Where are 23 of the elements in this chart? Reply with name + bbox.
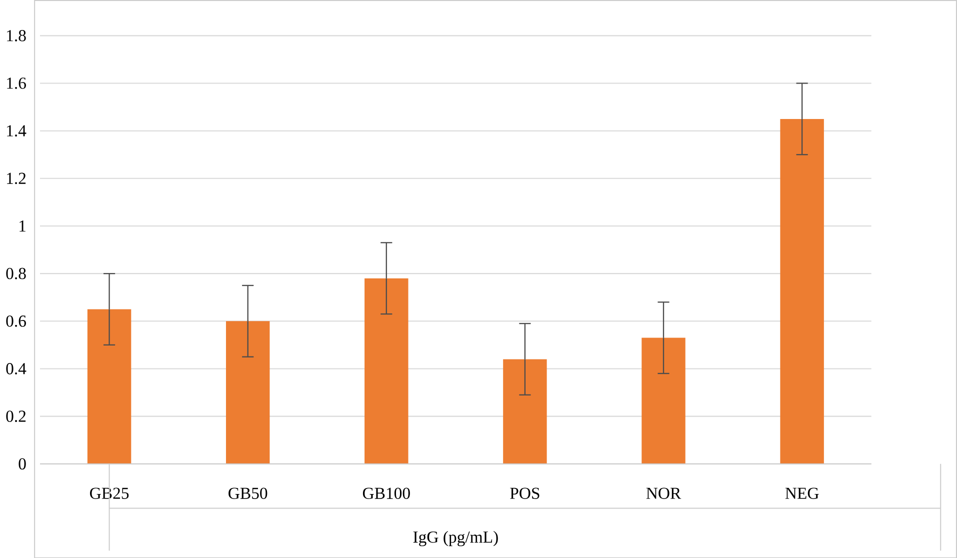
x-axis-title: IgG (pg/mL) bbox=[413, 530, 498, 546]
bar bbox=[87, 309, 132, 464]
y-tick-label: 1.8 bbox=[7, 30, 26, 42]
y-tick-label: 1 bbox=[20, 220, 26, 232]
y-tick-label: 0 bbox=[18, 458, 26, 470]
bar bbox=[226, 320, 270, 464]
bar bbox=[780, 118, 824, 464]
bar bbox=[503, 359, 547, 464]
y-tick-label: 0.6 bbox=[6, 315, 26, 327]
y-tick-label: 1.4 bbox=[7, 125, 26, 136]
x-tick-label: NEG bbox=[785, 488, 819, 499]
x-tick-label: GB100 bbox=[362, 488, 410, 499]
y-tick-label: 0.4 bbox=[6, 362, 26, 374]
y-tick-label: 0.2 bbox=[6, 410, 26, 422]
bar bbox=[642, 338, 686, 464]
bar bbox=[364, 278, 408, 464]
x-tick-label: GB50 bbox=[228, 488, 268, 499]
y-tick-label: 0.8 bbox=[6, 268, 26, 280]
y-tick-label: 1.2 bbox=[7, 172, 26, 184]
x-tick-label: GB25 bbox=[90, 488, 129, 499]
x-tick-label: NOR bbox=[646, 488, 682, 499]
x-tick-label: POS bbox=[510, 488, 540, 499]
y-tick-label: 1.6 bbox=[7, 77, 26, 89]
